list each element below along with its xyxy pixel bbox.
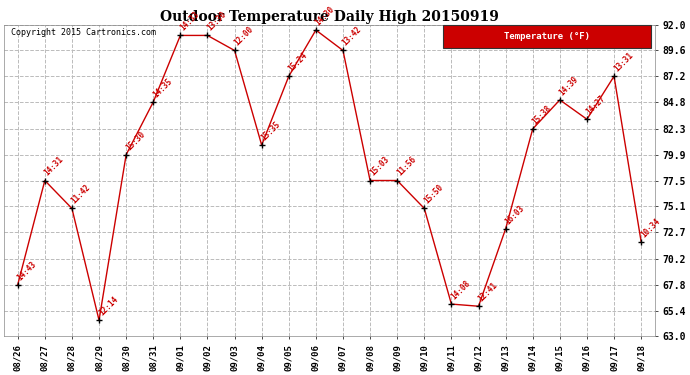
Text: 15:03: 15:03 xyxy=(368,155,391,178)
Text: Copyright 2015 Cartronics.com: Copyright 2015 Cartronics.com xyxy=(10,28,156,37)
Text: 15:24: 15:24 xyxy=(286,51,309,74)
Text: 14:39: 14:39 xyxy=(558,74,580,97)
Text: 10:34: 10:34 xyxy=(639,216,662,239)
Text: 12:41: 12:41 xyxy=(476,281,499,303)
Text: 14:31: 14:31 xyxy=(43,155,66,178)
Text: Temperature (°F): Temperature (°F) xyxy=(504,32,591,41)
Text: 14:08: 14:08 xyxy=(449,279,472,301)
FancyBboxPatch shape xyxy=(443,25,651,48)
Text: 15:35: 15:35 xyxy=(259,120,282,142)
Text: 12:14: 12:14 xyxy=(97,295,119,317)
Text: 15:50: 15:50 xyxy=(422,183,445,206)
Text: 11:56: 11:56 xyxy=(395,155,417,178)
Text: 12:00: 12:00 xyxy=(233,25,255,48)
Text: 16:03: 16:03 xyxy=(504,203,526,226)
Text: 14:30: 14:30 xyxy=(314,4,337,27)
Text: 14:43: 14:43 xyxy=(15,259,38,282)
Text: 14:27: 14:27 xyxy=(584,94,607,117)
Text: 13:30: 13:30 xyxy=(205,10,228,33)
Text: 15:38: 15:38 xyxy=(531,104,553,126)
Text: 11:42: 11:42 xyxy=(70,183,92,206)
Title: Outdoor Temperature Daily High 20150919: Outdoor Temperature Daily High 20150919 xyxy=(160,9,499,24)
Text: 15:30: 15:30 xyxy=(124,129,147,152)
Text: 14:33: 14:33 xyxy=(178,10,201,33)
Text: 14:35: 14:35 xyxy=(151,76,174,99)
Text: 13:42: 13:42 xyxy=(341,25,364,48)
Text: 13:31: 13:31 xyxy=(612,51,635,74)
